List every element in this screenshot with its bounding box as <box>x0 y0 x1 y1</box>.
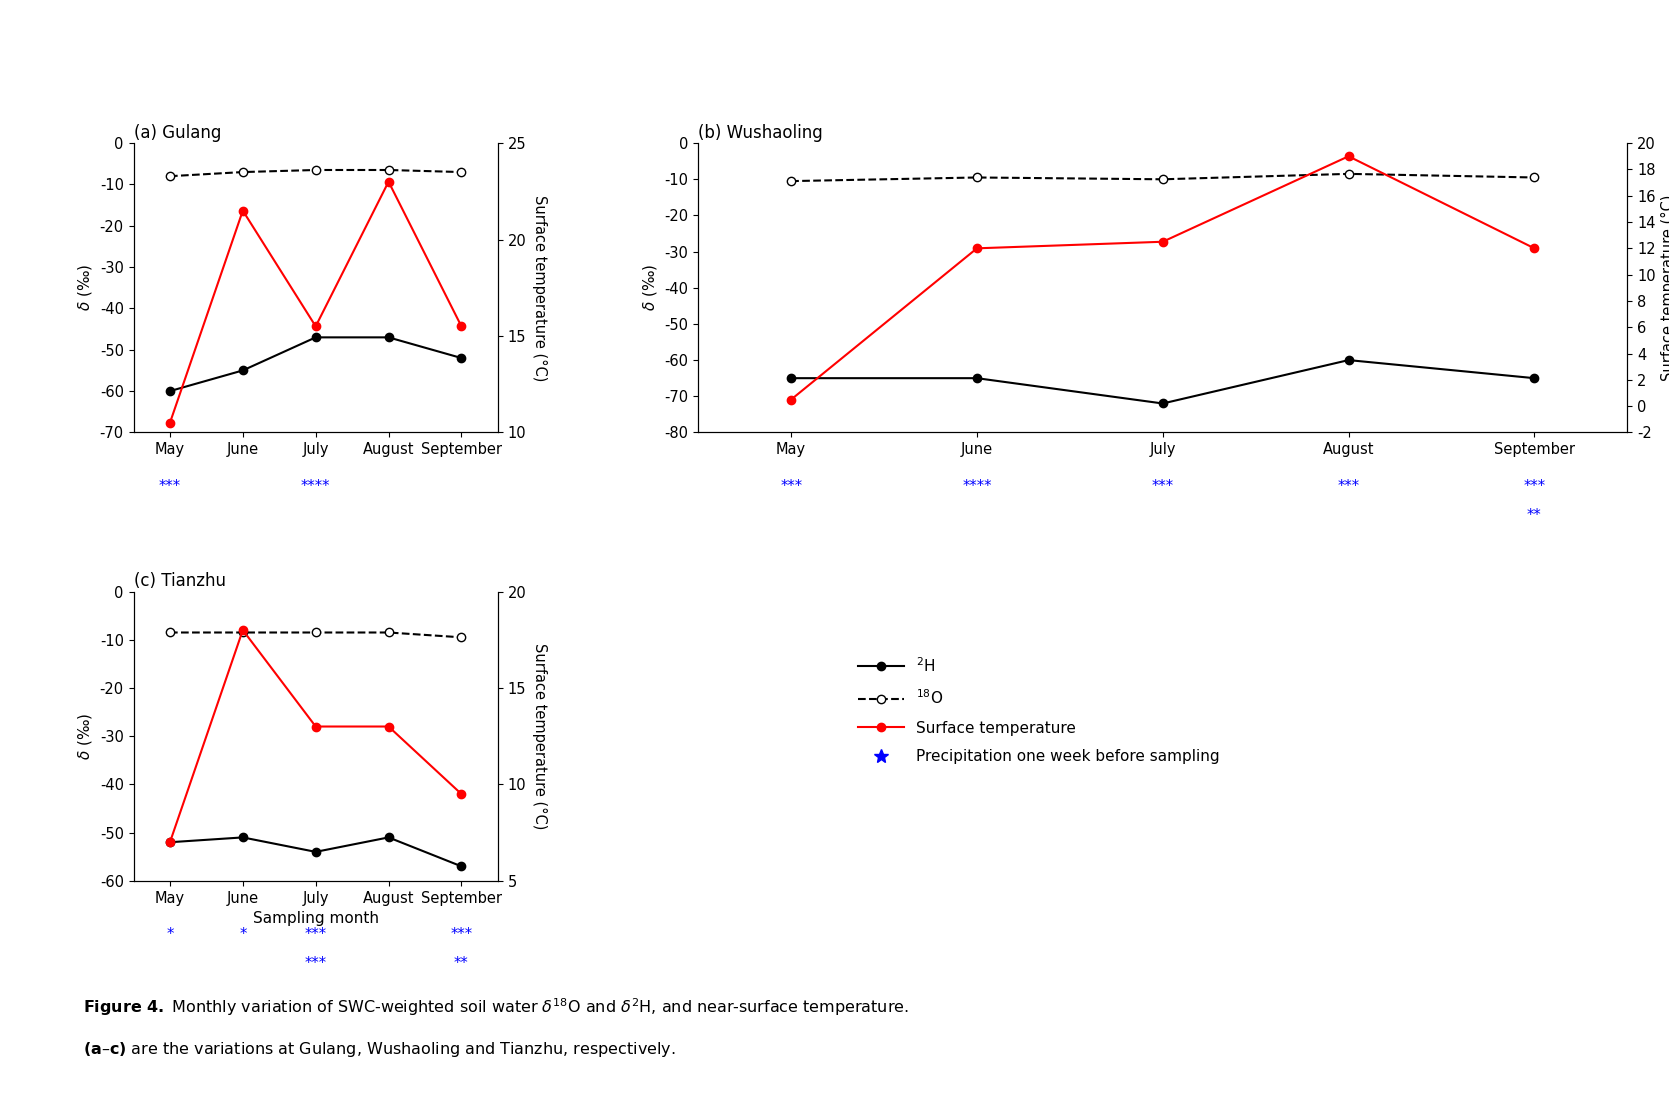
X-axis label: Sampling month: Sampling month <box>252 912 379 926</box>
Text: Surface temperature (°C): Surface temperature (°C) <box>532 195 547 381</box>
Text: ***: *** <box>1152 479 1173 493</box>
Text: ***: *** <box>305 956 327 971</box>
Text: **: ** <box>1527 508 1542 523</box>
Text: **: ** <box>454 956 469 971</box>
Text: (b) Wushaoling: (b) Wushaoling <box>698 123 823 142</box>
Text: *: * <box>239 927 247 942</box>
Text: ***: *** <box>305 927 327 942</box>
Y-axis label: $\delta$ (‰): $\delta$ (‰) <box>77 712 93 760</box>
Text: ****: **** <box>963 479 991 493</box>
Text: ***: *** <box>159 479 180 493</box>
Text: $\bf{Figure\ 4.}$ Monthly variation of SWC-weighted soil water $\delta^{18}$O an: $\bf{Figure\ 4.}$ Monthly variation of S… <box>83 996 910 1018</box>
Text: (a) Gulang: (a) Gulang <box>134 123 220 142</box>
Text: Surface temperature (°C): Surface temperature (°C) <box>532 643 547 829</box>
Y-axis label: $\delta$ (‰): $\delta$ (‰) <box>77 264 93 312</box>
Text: ***: *** <box>1337 479 1360 493</box>
Legend: $^{2}$H, $^{18}$O, Surface temperature, Precipitation one week before sampling: $^{2}$H, $^{18}$O, Surface temperature, … <box>851 648 1227 772</box>
Text: $\bf{(a}$–$\bf{c)}$ are the variations at Gulang, Wushaoling and Tianzhu, respec: $\bf{(a}$–$\bf{c)}$ are the variations a… <box>83 1040 676 1059</box>
Text: (c) Tianzhu: (c) Tianzhu <box>134 571 225 590</box>
Y-axis label: Surface temperature (°C): Surface temperature (°C) <box>1661 195 1669 381</box>
Y-axis label: $\delta$ (‰): $\delta$ (‰) <box>641 264 659 312</box>
Text: ****: **** <box>300 479 330 493</box>
Text: ***: *** <box>779 479 803 493</box>
Text: ***: *** <box>1524 479 1545 493</box>
Text: *: * <box>167 927 174 942</box>
Text: ***: *** <box>451 927 472 942</box>
